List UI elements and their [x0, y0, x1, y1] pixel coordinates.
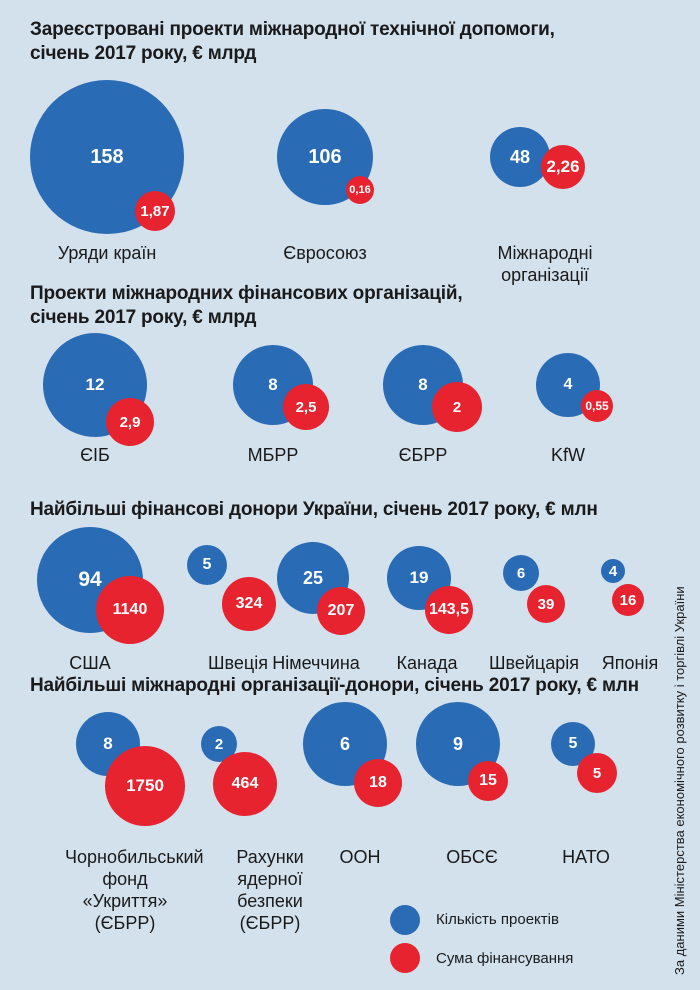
category-label-2-3: ЄБРР [398, 445, 448, 465]
projects-bubble-1-3: 48 [490, 127, 550, 187]
funding-bubble-3-2: 324 [222, 577, 276, 631]
legend-funding-swatch [390, 943, 420, 973]
chart-4-title: Найбільші міжнародні організації-донори,… [30, 675, 639, 696]
chart-2-title: Проекти міжнародних фінансових організац… [30, 283, 463, 328]
category-label-2-4: KfW [551, 445, 585, 465]
category-label-2-2: МБРР [247, 445, 299, 465]
projects-bubble-1-1: 158 [30, 80, 184, 234]
funding-bubble-1-2: 0,16 [346, 176, 374, 204]
category-label-3-2: Швеція [208, 653, 268, 673]
funding-bubble-3-4: 143,5 [425, 586, 473, 634]
category-label-3-3: Німеччина [272, 653, 360, 673]
funding-bubble-4-2: 464 [213, 752, 277, 816]
category-label-4-5: НАТО [562, 847, 610, 867]
category-label-3-5: Швейцарія [489, 653, 579, 673]
category-label-1-3: Міжнародні організації [497, 243, 593, 285]
funding-bubble-2-4: 0,55 [581, 390, 613, 422]
projects-bubble-3-6: 4 [601, 559, 625, 583]
funding-bubble-3-6: 16 [612, 584, 644, 616]
category-label-3-6: Японія [601, 653, 659, 673]
funding-bubble-4-3: 18 [354, 759, 402, 807]
category-label-3-4: Канада [396, 653, 458, 673]
category-label-4-4: ОБСЄ [446, 847, 498, 867]
funding-bubble-2-3: 2 [432, 382, 482, 432]
legend-projects-swatch [390, 905, 420, 935]
funding-bubble-4-5: 5 [577, 753, 617, 793]
funding-bubble-1-1: 1,87 [135, 191, 175, 231]
legend-funding-label: Сума фінансування [436, 950, 574, 967]
chart-3-title: Найбільші фінансові донори України, січе… [30, 499, 598, 520]
category-label-2-1: ЄІБ [80, 445, 110, 465]
category-label-3-1: США [69, 653, 111, 673]
category-label-4-1: Чорнобильський фонд «Укриття» (ЄБРР) [65, 847, 204, 933]
category-label-4-2: Рахунки ядерної безпеки (ЄБРР) [236, 847, 304, 933]
source-note: За даними Міністерства економічного розв… [672, 586, 687, 975]
funding-bubble-3-1: 1140 [96, 576, 164, 644]
chart-1-title: Зареєстровані проекти міжнародної техніч… [30, 19, 555, 64]
projects-bubble-3-2: 5 [187, 545, 227, 585]
category-label-1-1: Уряди країн [57, 243, 157, 263]
funding-bubble-1-3: 2,26 [541, 145, 585, 189]
projects-bubble-3-4: 19 [387, 546, 451, 610]
funding-bubble-2-2: 2,5 [283, 384, 329, 430]
funding-bubble-4-4: 15 [468, 761, 508, 801]
funding-bubble-3-5: 39 [527, 585, 565, 623]
funding-bubble-3-3: 207 [317, 587, 365, 635]
category-label-1-2: Євросоюз [283, 243, 367, 263]
funding-bubble-4-1: 1750 [105, 746, 185, 826]
projects-bubble-3-5: 6 [503, 555, 539, 591]
funding-bubble-2-1: 2,9 [106, 398, 154, 446]
legend-projects-label: Кількість проектів [436, 911, 559, 928]
category-label-4-3: ООН [339, 847, 381, 867]
